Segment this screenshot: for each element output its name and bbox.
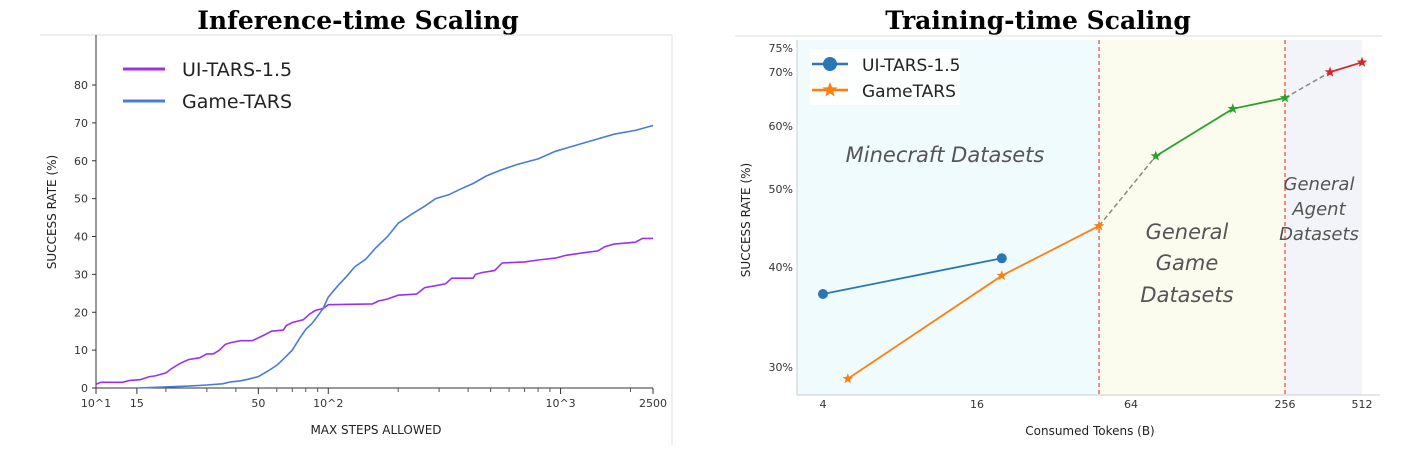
- y-tick-label: 80: [74, 79, 88, 92]
- data-point-circle: [818, 289, 828, 300]
- region-label: Datasets: [1140, 283, 1233, 307]
- region-label: Game: [1156, 251, 1219, 275]
- data-point-star: [1324, 66, 1336, 77]
- y-tick-label: 30: [74, 268, 88, 281]
- x-tick-label: 10^1: [81, 397, 111, 410]
- y-tick-label: 75%: [769, 42, 793, 55]
- y-tick-label: 0: [81, 382, 88, 395]
- y-tick-label: 40%: [769, 261, 793, 274]
- inference-chart: 0 10 20 30 40 50 60 70 80 10^1 15 50 10^2 10^3 2500: [74, 35, 667, 410]
- y-tick-label: 50: [74, 193, 88, 206]
- y-axis-label-left: SUCCESS RATE (%): [45, 155, 59, 269]
- x-tick-label: 15: [130, 397, 144, 410]
- chart-title-training: Training-time Scaling: [885, 6, 1191, 35]
- connector-dashed-line: [1098, 155, 1157, 227]
- data-point-star: [842, 373, 853, 384]
- legend-star-marker-icon: [822, 82, 838, 97]
- data-point-star: [1227, 103, 1238, 114]
- region-label: Datasets: [1279, 224, 1359, 245]
- x-tick-label: 2500: [639, 397, 667, 410]
- y-tick-label: 60%: [769, 120, 793, 133]
- legend-label-gametars: GameTARS: [862, 82, 956, 102]
- x-tick-label: 16: [970, 398, 984, 411]
- region-band: [1099, 40, 1285, 395]
- x-tick-label: 50: [251, 397, 265, 410]
- y-tick-label: 20: [74, 306, 88, 319]
- data-point-star: [1356, 56, 1368, 67]
- legend-circle-marker-icon: [823, 57, 837, 71]
- region-label: Minecraft Datasets: [846, 143, 1045, 167]
- data-point-star: [1279, 92, 1291, 103]
- y-tick-label: 70%: [769, 66, 793, 79]
- data-point-circle: [996, 253, 1007, 264]
- data-point-star: [996, 270, 1007, 281]
- y-tick-label: 70: [74, 117, 88, 130]
- connector-dashed-line: [1284, 71, 1331, 99]
- legend-box: [810, 49, 960, 105]
- x-tick-label: 256: [1275, 398, 1296, 411]
- y-tick-label: 50%: [769, 183, 793, 196]
- data-point-star: [1093, 220, 1105, 231]
- x-tick-label: 10^3: [545, 397, 575, 410]
- x-tick-label: 64: [1124, 398, 1138, 411]
- region-label: Agent: [1291, 199, 1346, 220]
- data-point-star: [1150, 150, 1161, 161]
- series-line-game-tars: [136, 124, 654, 389]
- series-line-ui-tars-1.5: [95, 237, 653, 385]
- x-tick-label: 4: [820, 398, 827, 411]
- legend-left: UI-TARS-1.5 Game-TARS: [123, 59, 292, 113]
- x-axis-label-left: MAX STEPS ALLOWED: [310, 423, 441, 437]
- chart-title-inference: Inference-time Scaling: [197, 6, 519, 35]
- y-axis-label-right: SUCCESS RATE (%): [739, 163, 753, 277]
- y-tick-label: 60: [74, 155, 88, 168]
- legend-right: UI-TARS-1.5 GameTARS: [810, 49, 961, 105]
- region-label: General: [1146, 220, 1229, 244]
- series-line: [1329, 61, 1363, 73]
- region-band: [1285, 40, 1362, 395]
- y-tick-label: 40: [74, 231, 88, 244]
- legend-label-ui-tars: UI-TARS-1.5: [182, 59, 292, 81]
- region-label: General: [1284, 174, 1355, 195]
- legend-label-ui-tars-r: UI-TARS-1.5: [862, 56, 961, 76]
- y-tick-label: 30%: [769, 361, 793, 374]
- legend-label-game-tars: Game-TARS: [182, 91, 292, 113]
- series-line: [822, 257, 1002, 295]
- x-axis-label-right: Consumed Tokens (B): [1025, 424, 1155, 438]
- y-tick-label: 10: [74, 344, 88, 357]
- x-tick-label: 512: [1352, 398, 1373, 411]
- x-tick-label: 10^2: [313, 397, 343, 410]
